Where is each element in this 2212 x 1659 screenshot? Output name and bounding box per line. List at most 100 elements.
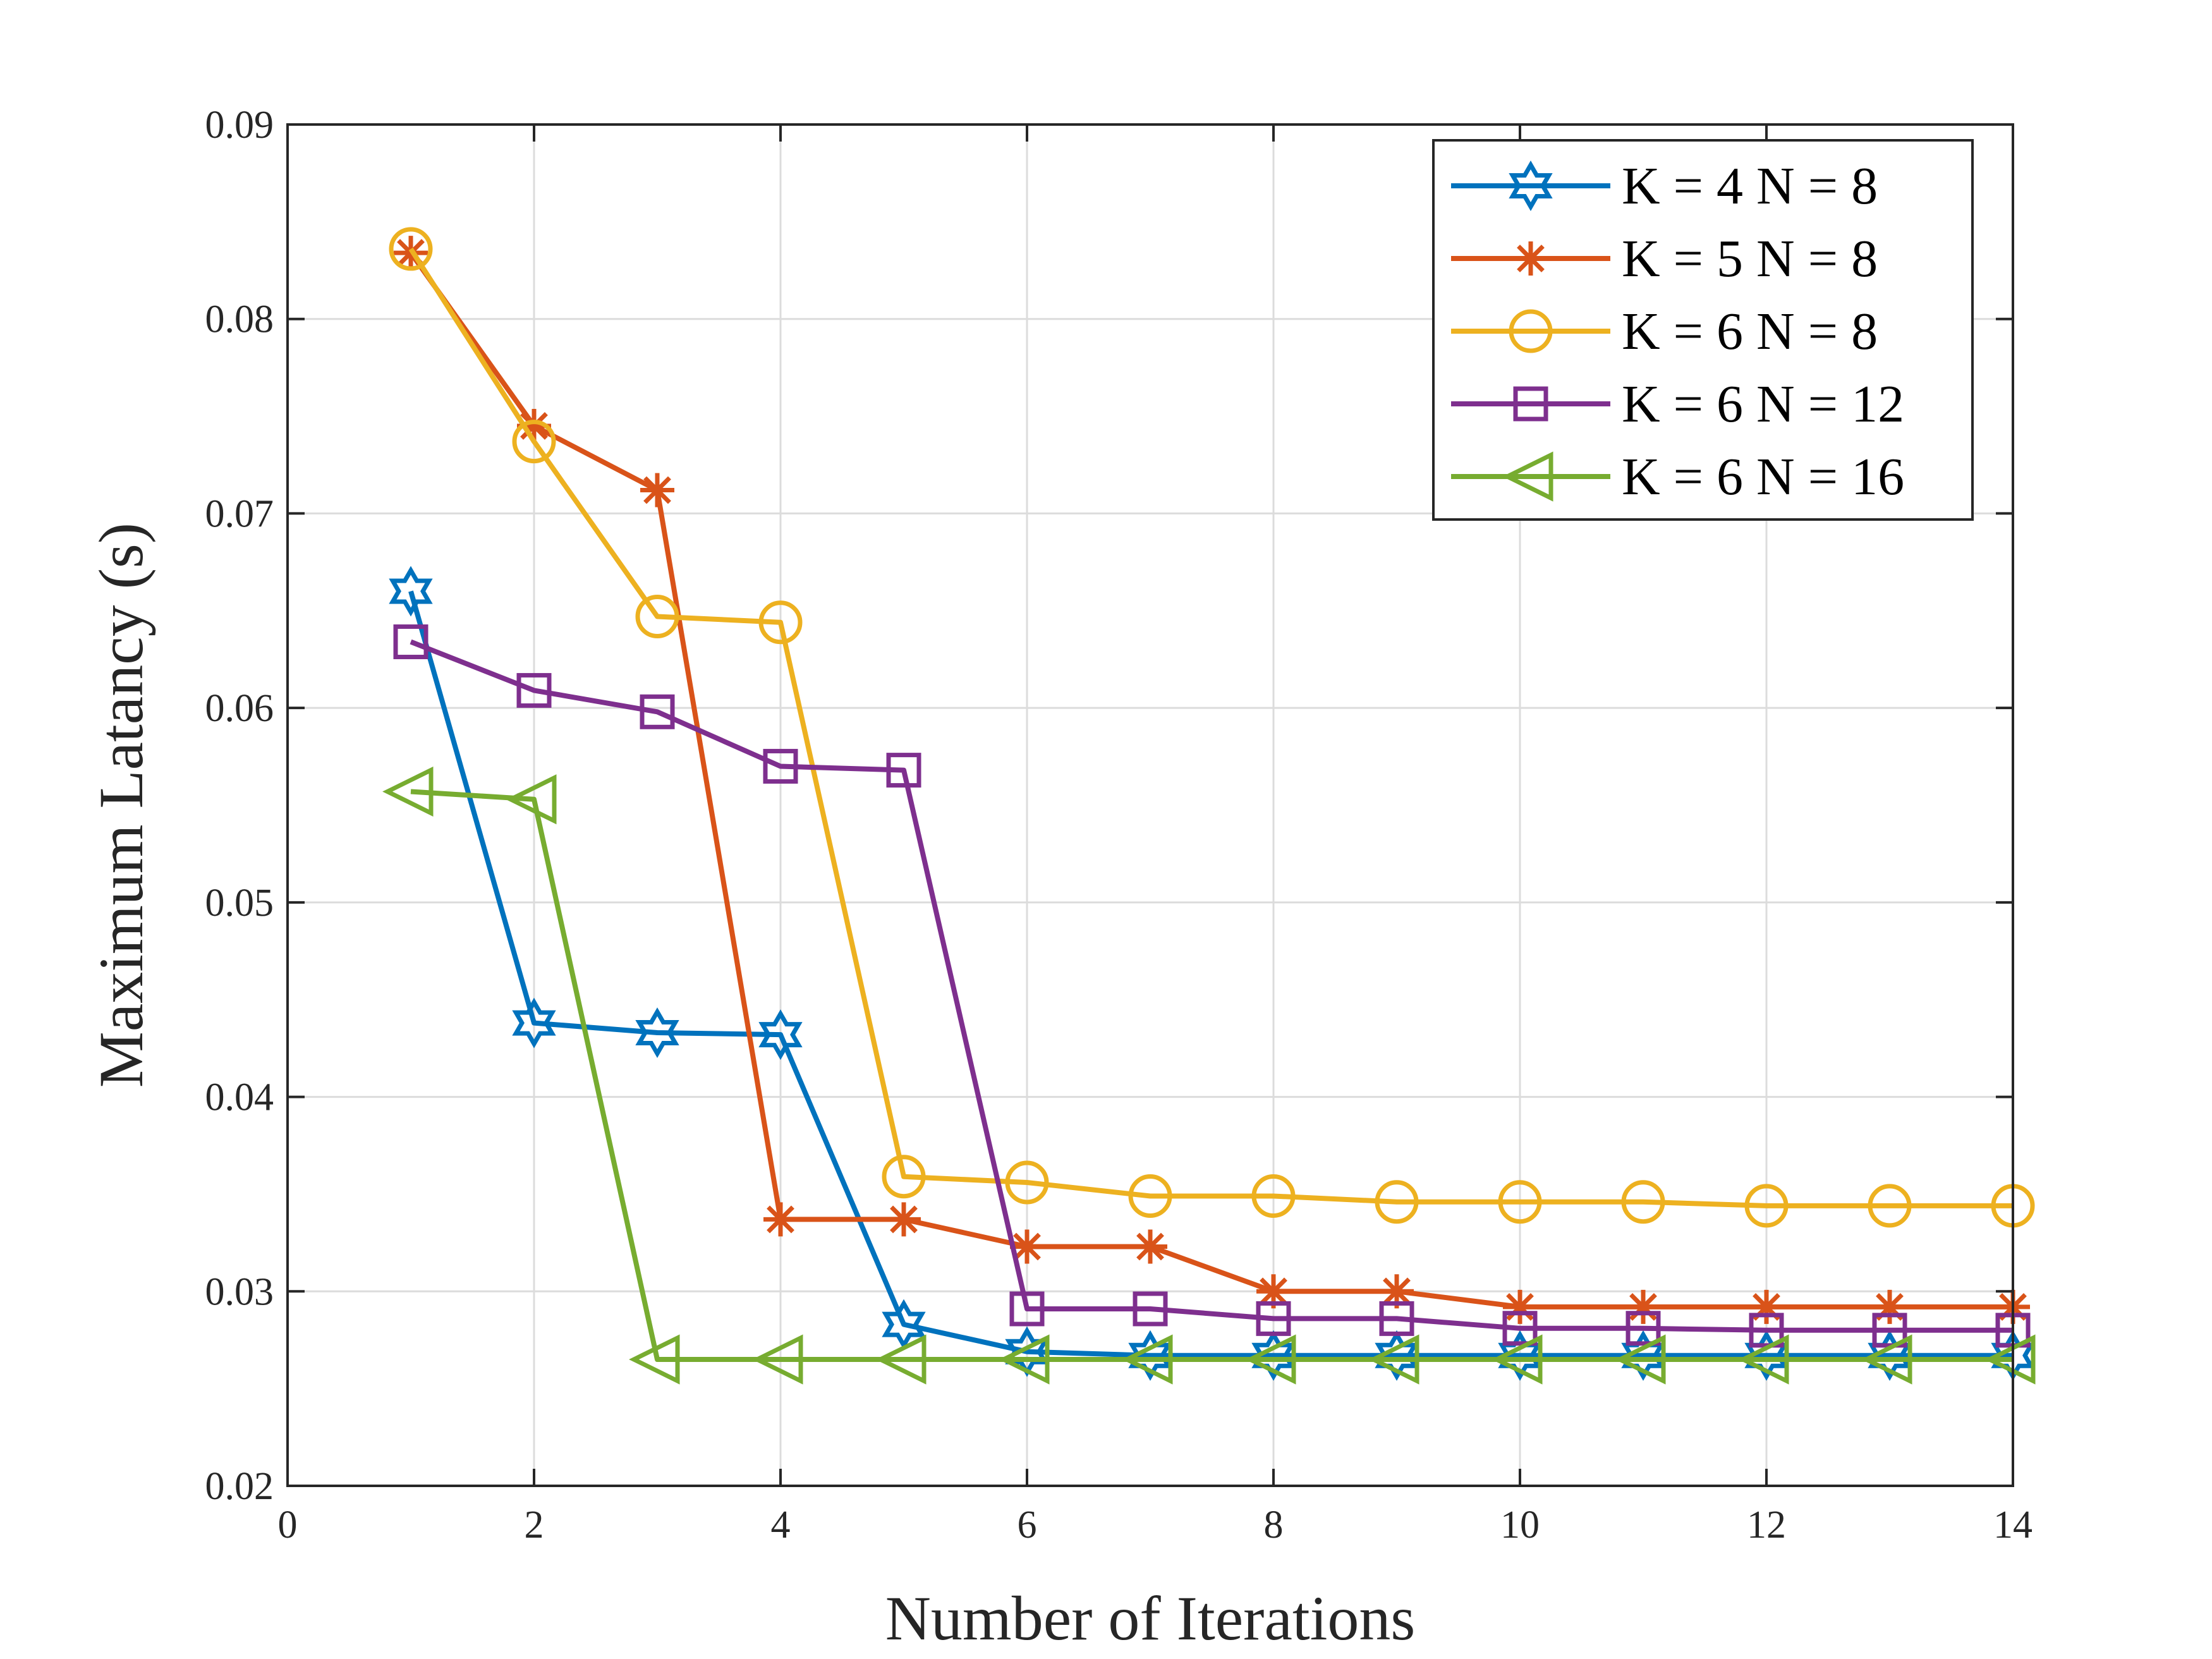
data-point-marker <box>629 1334 680 1385</box>
data-point-marker <box>1738 1334 1789 1385</box>
data-point-marker <box>1503 1289 1537 1324</box>
series-group <box>382 227 2036 1385</box>
data-point-marker <box>763 748 798 784</box>
data-point-marker <box>389 566 433 617</box>
data-point-marker <box>1010 1229 1044 1264</box>
legend: K = 4 N = 8 K = 5 N = 8 K = 6 N = 8 K = 6 N… <box>1432 139 1974 521</box>
data-point-marker <box>512 997 556 1048</box>
data-point-marker <box>752 1334 803 1385</box>
y-tick-label: 0.04 <box>205 1076 274 1119</box>
data-point-marker <box>758 600 803 645</box>
legend-label: K = 4 N = 8 <box>1622 157 1878 216</box>
series-line <box>408 590 2013 1358</box>
data-point-marker <box>1868 1184 1912 1228</box>
data-point-marker <box>1492 1334 1543 1385</box>
y-tick-label: 0.08 <box>205 298 274 341</box>
legend-item: K = 6 N = 16 <box>1451 447 1904 506</box>
data-point-marker <box>389 227 433 271</box>
data-point-marker <box>640 473 674 507</box>
data-point-marker <box>393 624 428 660</box>
data-point-marker <box>1873 1289 1907 1324</box>
data-point-marker <box>1872 1313 1907 1348</box>
legend-item: K = 4 N = 8 <box>1451 157 1878 216</box>
data-point-marker <box>1502 1311 1538 1346</box>
data-point-marker <box>506 774 557 825</box>
data-point-marker <box>887 1202 921 1237</box>
data-point-marker <box>516 672 552 708</box>
data-point-marker <box>1749 1313 1784 1348</box>
x-tick-label: 12 <box>1747 1504 1786 1547</box>
data-point-marker <box>1749 1289 1784 1324</box>
data-point-marker <box>1368 1334 1419 1385</box>
x-axis-title: Number of Iterations <box>885 1583 1416 1653</box>
x-tick-label: 2 <box>525 1504 544 1547</box>
legend-label: K = 6 N = 16 <box>1622 447 1904 506</box>
x-tick-label: 6 <box>1018 1504 1037 1547</box>
legend-marker <box>1502 451 1553 502</box>
legend-marker <box>1509 309 1553 353</box>
data-point-marker <box>1379 1301 1414 1336</box>
y-tick-label: 0.06 <box>205 687 274 730</box>
x-tick-label: 8 <box>1264 1504 1284 1547</box>
data-point-marker <box>635 595 679 639</box>
data-point-marker <box>1128 1174 1172 1218</box>
y-tick-label: 0.09 <box>205 104 274 147</box>
y-tick-labels: 0.02 0.03 0.04 0.05 0.06 0.07 0.08 0.09 <box>205 104 274 1508</box>
x-tick-labels: 0 2 4 6 8 10 12 14 <box>278 1504 2033 1547</box>
series-5 <box>382 766 2036 1385</box>
data-point-marker <box>1005 1160 1049 1205</box>
data-point-marker <box>1380 1274 1414 1309</box>
data-point-marker <box>1256 1274 1291 1309</box>
axes <box>286 123 2014 1487</box>
series-4 <box>393 624 2031 1348</box>
data-point-marker <box>1984 1334 2036 1385</box>
legend-label: K = 6 N = 8 <box>1622 302 1878 361</box>
series-line <box>410 639 2013 1333</box>
x-tick-label: 4 <box>771 1504 791 1547</box>
legend-marker <box>1513 386 1548 422</box>
data-point-marker <box>758 1009 803 1060</box>
data-point-marker <box>517 408 551 443</box>
data-point-marker <box>1245 1334 1296 1385</box>
data-point-marker <box>1251 1174 1296 1218</box>
legend-marker <box>1514 241 1548 276</box>
data-point-marker <box>1256 1301 1291 1336</box>
legend-marker <box>1509 160 1553 212</box>
data-point-marker <box>886 753 921 788</box>
y-axis-title: Maximum Latancy (s) <box>86 523 156 1088</box>
data-point-marker <box>882 1299 926 1350</box>
tick-marks <box>286 123 2014 1487</box>
x-tick-label: 14 <box>1993 1504 2033 1547</box>
data-point-marker <box>1122 1334 1173 1385</box>
data-point-marker <box>382 766 434 817</box>
y-tick-label: 0.02 <box>205 1465 274 1508</box>
legend-item: K = 5 N = 8 <box>1451 229 1878 288</box>
data-point-marker <box>1133 1229 1167 1264</box>
data-point-marker <box>512 420 556 464</box>
data-point-marker <box>1498 1180 1542 1224</box>
data-point-marker <box>875 1334 927 1385</box>
legend-item: K = 6 N = 12 <box>1451 375 1904 434</box>
data-point-marker <box>1744 1184 1789 1228</box>
legend-label: K = 6 N = 12 <box>1622 375 1904 434</box>
data-point-marker <box>1626 1311 1661 1346</box>
data-point-marker <box>635 1007 679 1059</box>
data-point-marker <box>1861 1334 1912 1385</box>
y-tick-label: 0.07 <box>205 492 274 535</box>
data-point-marker <box>999 1334 1050 1385</box>
data-point-marker <box>1621 1180 1665 1224</box>
legend-label: K = 5 N = 8 <box>1622 229 1878 288</box>
x-tick-label: 10 <box>1500 1504 1540 1547</box>
data-point-marker <box>640 694 675 729</box>
series-3 <box>389 227 2035 1228</box>
legend-box <box>1432 139 1974 521</box>
data-point-marker <box>1615 1334 1666 1385</box>
data-point-marker <box>1375 1180 1419 1224</box>
data-point-marker <box>1133 1291 1168 1327</box>
y-tick-label: 0.05 <box>205 882 274 925</box>
y-tick-label: 0.03 <box>205 1270 274 1313</box>
data-point-marker <box>1626 1289 1660 1324</box>
axes-box <box>286 123 2014 1487</box>
data-point-marker <box>1009 1291 1045 1327</box>
